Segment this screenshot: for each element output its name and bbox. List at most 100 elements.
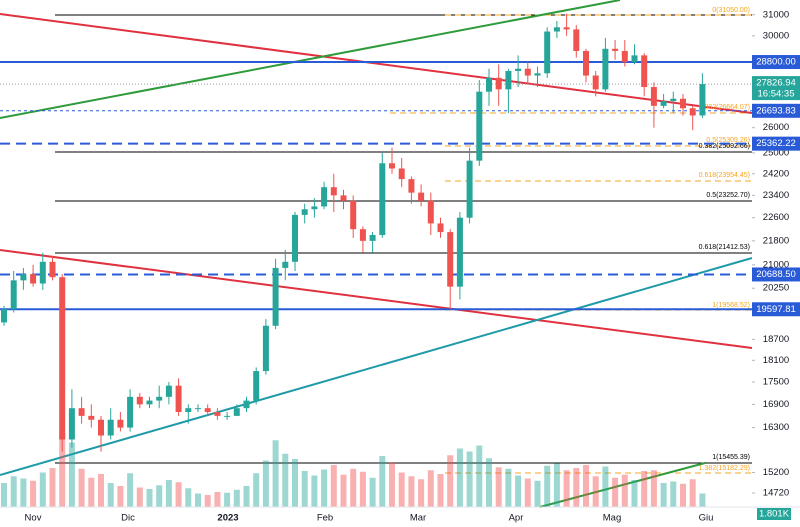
y-tick-label: 21000 — [763, 259, 789, 270]
volume-bar — [602, 466, 609, 507]
candle-body — [59, 277, 66, 440]
volume-bar — [612, 477, 619, 507]
candle-body — [631, 55, 638, 63]
fib-label: 0.618(21412.53) — [699, 244, 750, 251]
candle-body — [311, 206, 318, 210]
trend-line — [0, 257, 753, 476]
y-tick-label: 16300 — [763, 422, 789, 433]
volume-bar — [641, 471, 648, 507]
price-axis: 31000 30000 26000 25000 24200 23400 22600 21800… — [752, 0, 800, 520]
volume-bar — [107, 483, 114, 507]
volume-bar — [1, 483, 7, 507]
volume-bar — [165, 480, 172, 507]
volume-bar — [573, 468, 580, 507]
candle-body — [282, 261, 289, 268]
fib-labels: 0(31050.00)0.382(26664.07)0.5(25309.26)0… — [699, 7, 750, 472]
candle-body — [136, 396, 143, 405]
volume-bar — [418, 479, 425, 507]
x-tick-label: 2023 — [217, 513, 238, 524]
x-tick-label: Feb — [317, 513, 333, 524]
volume-bar — [680, 483, 686, 507]
volume-bar — [10, 476, 17, 507]
candle-body — [680, 98, 686, 109]
candle-body — [466, 160, 473, 218]
fib-label: 1.382(15182.29) — [699, 465, 750, 472]
candle-body — [621, 50, 628, 63]
candle-body — [233, 408, 240, 416]
y-tick-label: 15200 — [763, 467, 789, 478]
volume-bar — [156, 485, 163, 507]
volume-bar — [437, 474, 444, 507]
volume-bar — [321, 469, 328, 507]
volume-bar — [49, 468, 56, 507]
volume-bar — [592, 476, 599, 507]
volume-bar — [233, 489, 240, 507]
candle-body — [689, 108, 696, 116]
volume-bar — [456, 448, 463, 507]
volume-bar — [369, 477, 376, 507]
candle-body — [330, 187, 337, 196]
volume-bar — [495, 467, 502, 507]
fib-label: 0.382(25092.66) — [699, 143, 750, 150]
candle-body — [195, 408, 201, 410]
candle-body — [243, 400, 250, 409]
x-tick-label: Mag — [603, 513, 621, 524]
current-price-label: 27826.94 — [756, 78, 796, 89]
candle-body — [292, 214, 298, 262]
y-tick-label: 18700 — [763, 334, 789, 345]
candle-body — [165, 385, 172, 397]
y-tick-label: 14720 — [763, 488, 789, 499]
candle-body — [321, 187, 328, 207]
x-tick-label: Mar — [410, 513, 426, 524]
volume-bar — [68, 442, 75, 507]
candle-body — [553, 27, 560, 32]
volume-bar — [650, 470, 657, 507]
volume-bar — [311, 475, 318, 507]
level-label: 20688.50 — [756, 269, 796, 280]
volume-bar — [563, 470, 570, 507]
candle-body — [650, 87, 657, 106]
trend-line — [0, 0, 621, 119]
candle-body — [398, 168, 405, 180]
candle-body — [369, 234, 376, 241]
candle-body — [340, 195, 347, 201]
candle-body — [563, 27, 570, 30]
candle-body — [602, 48, 609, 90]
volume-bar — [78, 468, 85, 507]
candle-body — [670, 98, 677, 102]
volume-bar — [39, 472, 46, 507]
volume-bar — [544, 465, 551, 507]
volume-bar — [204, 495, 211, 507]
candle-body — [359, 229, 366, 241]
volume-bar — [631, 480, 638, 507]
candle-body — [515, 68, 522, 72]
y-tick-label: 16900 — [763, 399, 789, 410]
volume — [1, 433, 706, 507]
volume-bar — [30, 480, 37, 507]
candle-body — [272, 267, 279, 326]
candle-body — [447, 232, 454, 287]
candle-body — [88, 415, 95, 420]
candle-body — [204, 408, 211, 413]
candle-body — [301, 209, 308, 215]
volume-bar — [224, 492, 231, 507]
candle-body — [524, 68, 531, 76]
fib-label: 0.382(26664.07) — [699, 104, 750, 111]
candle-body — [117, 419, 124, 428]
volume-bar — [20, 478, 27, 507]
candle-body — [379, 163, 386, 235]
y-tick-label: 17500 — [763, 376, 789, 387]
volume-bar — [505, 468, 512, 507]
volume-bar — [350, 468, 357, 507]
volume-bar — [689, 479, 696, 507]
y-tick-label: 26000 — [763, 122, 789, 133]
time-axis: Nov Dic 2023 Feb Mar Apr Mag Giu — [25, 513, 714, 524]
candle-body — [98, 419, 104, 436]
y-tick-label: 21800 — [763, 235, 789, 246]
y-tick-label: 22600 — [763, 212, 789, 223]
volume-bar — [88, 477, 95, 507]
y-tick-label: 30000 — [763, 30, 789, 41]
volume-bar — [359, 471, 366, 507]
volume-bar — [660, 483, 667, 507]
